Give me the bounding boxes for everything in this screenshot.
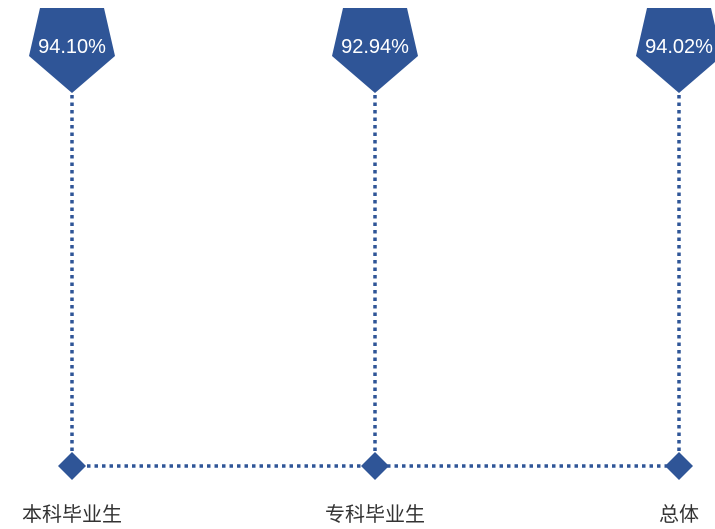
value-marker-3: [636, 8, 715, 93]
diamond-marker-1: [58, 452, 86, 480]
value-label-3: 94.02%: [645, 36, 713, 58]
markers-layer: [29, 8, 715, 480]
category-label-1: 本科毕业生: [22, 502, 122, 526]
category-label-3: 总体: [659, 502, 699, 526]
labels-layer: 94.10% 本科毕业生 92.94% 专科毕业生 94.02% 总体: [22, 36, 713, 526]
value-marker-1: [29, 8, 115, 93]
value-label-2: 92.94%: [341, 36, 409, 58]
diamond-marker-3: [665, 452, 693, 480]
stems-layer: [70, 95, 681, 466]
diamond-marker-2: [361, 452, 389, 480]
value-marker-2: [332, 8, 418, 93]
value-label-1: 94.10%: [38, 36, 106, 58]
category-label-2: 专科毕业生: [325, 502, 425, 526]
